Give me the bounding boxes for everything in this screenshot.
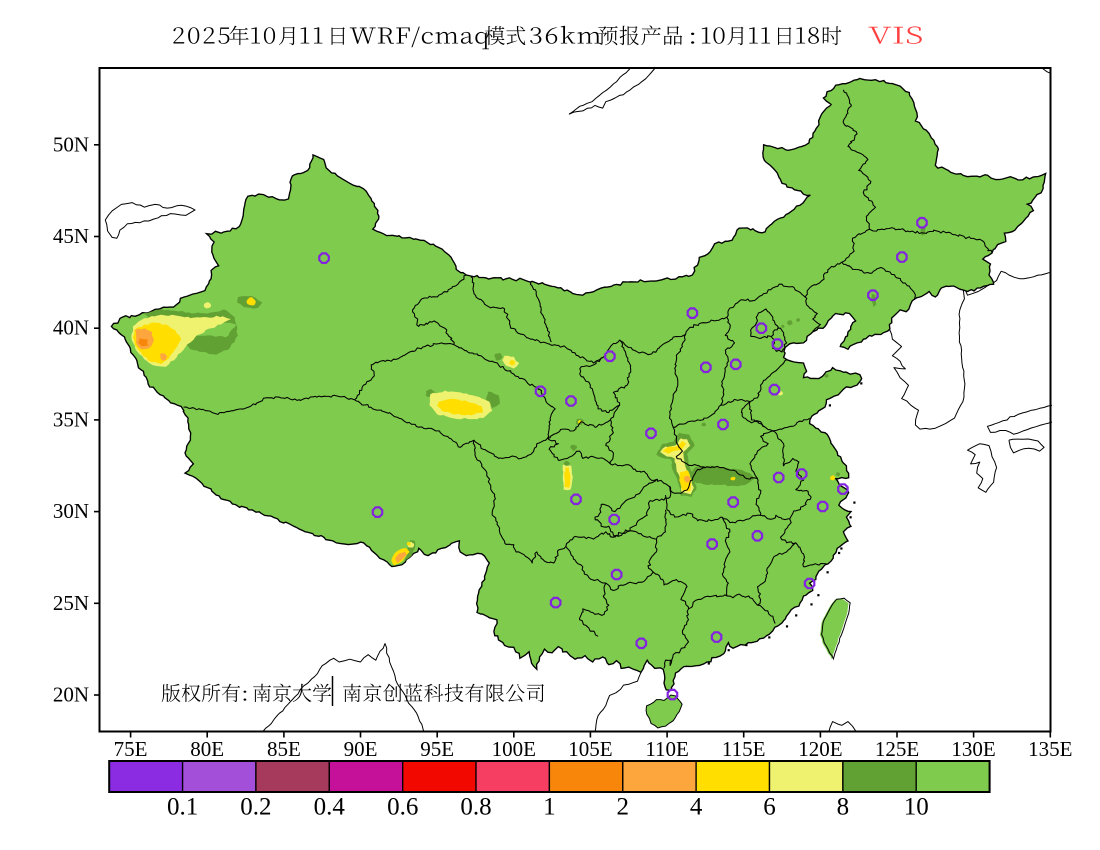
svg-text:0.6: 0.6 [387,794,418,821]
svg-text:8: 8 [837,794,850,821]
svg-text:75E: 75E [114,737,148,761]
svg-text:120E: 120E [798,737,842,761]
svg-text:110E: 110E [645,737,689,761]
svg-text:0.2: 0.2 [240,794,271,821]
svg-text:30N: 30N [53,499,89,523]
svg-text:80E: 80E [190,737,224,761]
svg-text:95E: 95E [420,737,454,761]
svg-text:6: 6 [763,794,776,821]
svg-text:2: 2 [617,794,630,821]
svg-text:4: 4 [690,794,703,821]
svg-text:0.8: 0.8 [460,794,491,821]
svg-text:35N: 35N [53,407,89,431]
svg-text:125E: 125E [875,737,919,761]
svg-text:0.1: 0.1 [167,794,198,821]
svg-text:135E: 135E [1028,737,1072,761]
svg-text:0.4: 0.4 [314,794,346,821]
svg-text:50N: 50N [53,132,89,156]
svg-text:40N: 40N [53,316,89,340]
svg-text:90E: 90E [344,737,378,761]
svg-text:105E: 105E [568,737,612,761]
svg-text:25N: 25N [53,591,89,615]
svg-text:100E: 100E [492,737,536,761]
svg-text:20N: 20N [53,683,89,707]
svg-text:1: 1 [543,794,556,821]
svg-text:45N: 45N [53,224,89,248]
svg-text:85E: 85E [267,737,301,761]
svg-text:130E: 130E [951,737,995,761]
svg-text:115E: 115E [722,737,766,761]
svg-text:10: 10 [904,794,929,821]
